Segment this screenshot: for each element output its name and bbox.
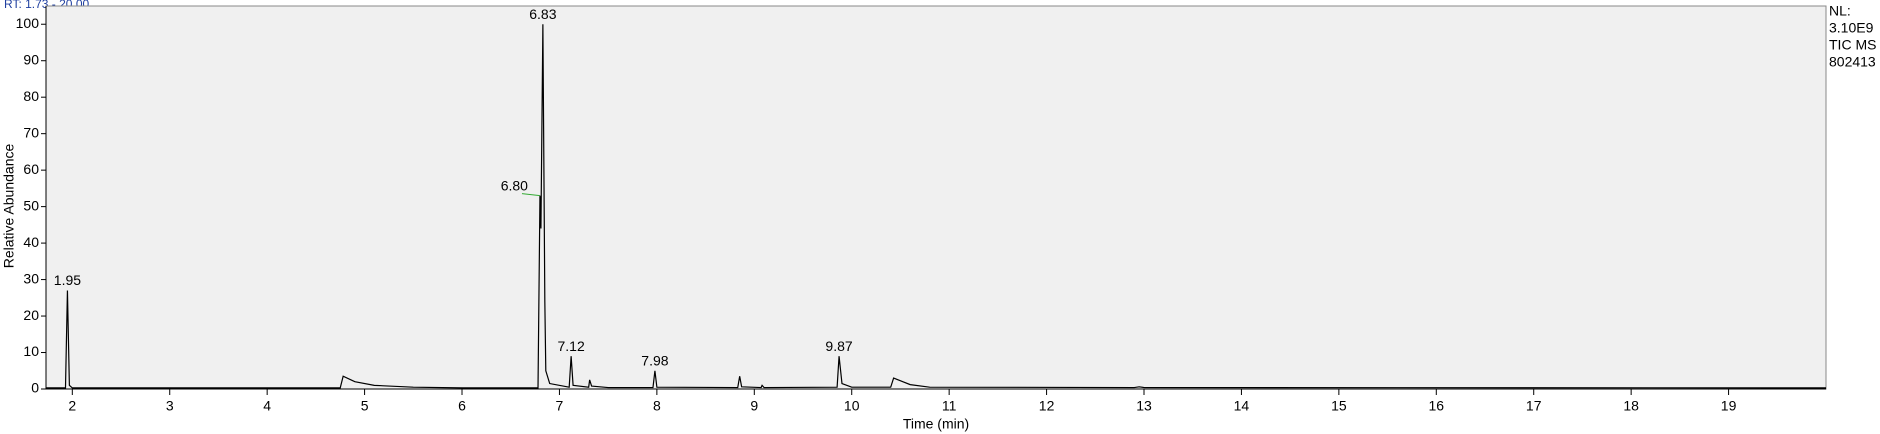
y-axis-title: Relative Abundance bbox=[1, 144, 17, 269]
info-line: TIC MS bbox=[1829, 37, 1876, 53]
x-tick-label: 7 bbox=[556, 398, 564, 414]
y-tick-label: 20 bbox=[23, 307, 39, 323]
x-tick-label: 17 bbox=[1526, 398, 1542, 414]
peak-label: 7.12 bbox=[558, 338, 585, 354]
x-tick-label: 2 bbox=[68, 398, 76, 414]
trace bbox=[46, 24, 1827, 389]
x-tick-label: 12 bbox=[1039, 398, 1055, 414]
x-tick-label: 3 bbox=[166, 398, 174, 414]
x-tick-label: 10 bbox=[844, 398, 860, 414]
plot-area bbox=[45, 5, 1827, 390]
x-tick-label: 18 bbox=[1623, 398, 1639, 414]
y-tick-label: 40 bbox=[23, 234, 39, 250]
y-tick-label: 0 bbox=[31, 380, 39, 396]
x-tick-label: 11 bbox=[942, 398, 957, 414]
x-tick-label: 19 bbox=[1721, 398, 1737, 414]
x-tick-label: 14 bbox=[1234, 398, 1250, 414]
y-tick-label: 80 bbox=[23, 88, 39, 104]
y-tick-label: 70 bbox=[23, 124, 39, 140]
info-line: NL: bbox=[1829, 3, 1851, 19]
peak-label: 6.83 bbox=[529, 6, 556, 22]
x-tick-label: 6 bbox=[458, 398, 466, 414]
peak-label: 1.95 bbox=[54, 272, 81, 288]
y-tick-label: 50 bbox=[23, 197, 39, 213]
x-tick-label: 8 bbox=[653, 398, 661, 414]
x-tick-label: 13 bbox=[1136, 398, 1152, 414]
x-tick-label: 9 bbox=[750, 398, 758, 414]
y-tick-label: 30 bbox=[23, 270, 39, 286]
info-line: 802413 bbox=[1829, 54, 1876, 70]
x-tick-label: 16 bbox=[1429, 398, 1445, 414]
x-axis-title: Time (min) bbox=[903, 416, 969, 432]
y-tick-label: 100 bbox=[16, 15, 40, 31]
y-tick-label: 60 bbox=[23, 161, 39, 177]
y-tick-label: 90 bbox=[23, 51, 39, 67]
info-line: 3.10E9 bbox=[1829, 20, 1874, 36]
x-tick-label: 4 bbox=[263, 398, 271, 414]
peak-label: 9.87 bbox=[825, 338, 852, 354]
peak-label: 6.80 bbox=[501, 177, 528, 193]
x-tick-label: 15 bbox=[1331, 398, 1347, 414]
y-tick-label: 10 bbox=[23, 343, 39, 359]
peak-marker bbox=[521, 193, 541, 197]
x-tick-label: 5 bbox=[361, 398, 369, 414]
peak-label: 7.98 bbox=[641, 352, 668, 368]
